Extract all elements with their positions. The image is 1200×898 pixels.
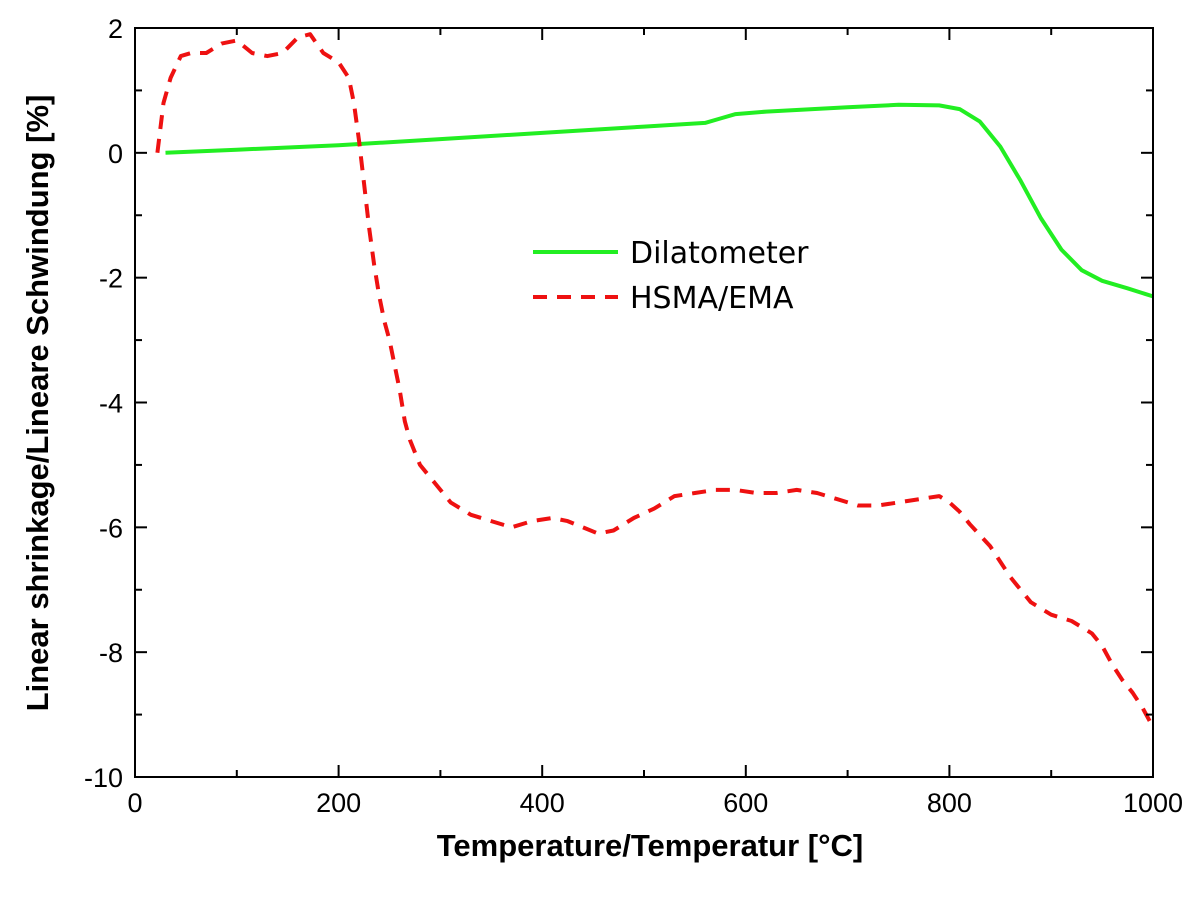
y-tick-label: 2 (108, 14, 123, 44)
legend-label-dilatometer: Dilatometer (630, 236, 809, 271)
x-tick-label: 200 (316, 788, 361, 818)
x-tick-label: 800 (927, 788, 972, 818)
x-axis-title: Temperature/Temperatur [°C] (437, 828, 863, 863)
series-line-hsma-ema (155, 32, 1155, 729)
y-tick-label: -10 (84, 763, 123, 793)
axes: 0 200 400 600 800 1000 -10 -8 -6 -4 -2 0 2 (84, 14, 1183, 818)
y-axis-title: Linear shrinkage/Lineare Schwindung [%] (20, 95, 55, 712)
x-tick-label: 600 (723, 788, 768, 818)
x-tick-label: 0 (127, 788, 142, 818)
y-tick-label: -6 (99, 513, 123, 543)
legend: Dilatometer HSMA/EMA (533, 236, 809, 316)
series-line-dilatometer (165, 102, 1154, 299)
y-tick-label: -2 (99, 264, 123, 294)
y-tick-label: -8 (99, 638, 123, 668)
legend-label-hsma-ema: HSMA/EMA (630, 281, 794, 316)
plot-frame (134, 27, 1154, 778)
y-tick-label: 0 (108, 139, 123, 169)
x-tick-label: 400 (520, 788, 565, 818)
plot-area (155, 32, 1155, 729)
x-tick-label: 1000 (1123, 788, 1183, 818)
y-tick-label: -4 (99, 389, 123, 419)
